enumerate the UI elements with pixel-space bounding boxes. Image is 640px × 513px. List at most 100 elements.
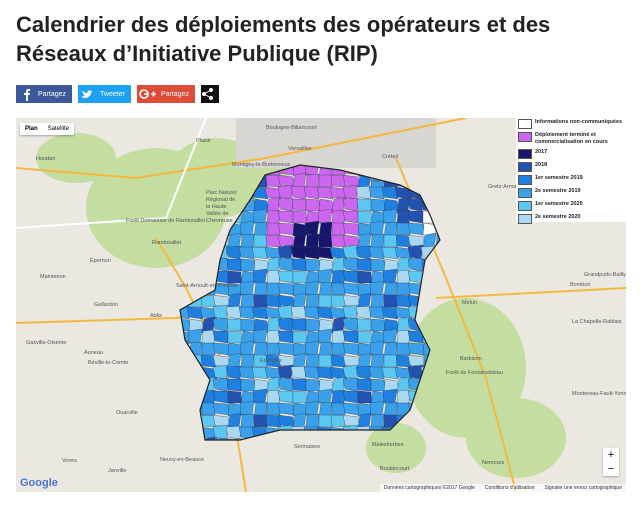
zoom-control: + − xyxy=(603,448,619,476)
place-label: Versailles xyxy=(288,146,312,152)
commune xyxy=(252,388,268,404)
commune xyxy=(238,306,255,320)
commune xyxy=(225,305,242,320)
commune xyxy=(370,378,386,392)
commune xyxy=(370,258,386,272)
commune xyxy=(227,390,243,404)
commune xyxy=(356,378,372,392)
commune xyxy=(370,318,386,332)
commune xyxy=(238,366,255,380)
commune xyxy=(318,354,333,368)
commune xyxy=(277,390,294,404)
commune xyxy=(381,246,399,260)
commune xyxy=(369,340,385,356)
legend-item: Informations non-communiquées xyxy=(518,119,624,129)
place-label: Auneau xyxy=(84,350,103,356)
place-label: Boulogne-Billancourt xyxy=(266,125,317,131)
commune xyxy=(357,210,373,224)
commune xyxy=(226,378,242,392)
commune xyxy=(253,401,268,418)
place-label: Grandpuits-Bailly-Carrois xyxy=(584,272,626,278)
commune xyxy=(383,234,398,248)
commune xyxy=(212,317,229,332)
commune xyxy=(317,208,333,224)
terms-link[interactable]: Conditions d'utilisation xyxy=(484,485,535,491)
commune xyxy=(266,282,281,296)
commune xyxy=(342,342,360,356)
commune xyxy=(318,174,333,188)
zoom-out[interactable]: − xyxy=(607,463,615,475)
button-label: Partagez xyxy=(38,90,67,98)
legend-swatch xyxy=(518,162,532,172)
commune xyxy=(370,293,385,309)
place-label: Houdan xyxy=(36,156,55,162)
commune xyxy=(342,184,359,200)
commune xyxy=(201,342,216,356)
share-button[interactable] xyxy=(200,85,219,103)
commune xyxy=(290,185,307,200)
commune xyxy=(212,402,230,416)
commune xyxy=(317,268,333,284)
commune xyxy=(382,208,398,224)
map[interactable]: Boulogne-Billancourt Versailles Plaisir Cré… xyxy=(16,118,626,492)
legend-label: 2e semestre 2020 xyxy=(535,214,581,220)
map-type-plan[interactable]: Plan xyxy=(25,126,38,132)
commune xyxy=(305,378,321,392)
commune xyxy=(212,342,230,356)
commune xyxy=(318,281,333,298)
share-icon xyxy=(201,88,213,100)
commune xyxy=(342,390,359,404)
commune xyxy=(355,305,372,320)
legend-swatch xyxy=(518,175,532,185)
place-label: Plaisir xyxy=(196,138,211,144)
commune xyxy=(407,244,424,260)
commune xyxy=(342,257,359,272)
commune xyxy=(383,221,398,238)
commune xyxy=(292,210,308,224)
commune xyxy=(277,342,295,356)
legend-item: 2e semestre 2020 xyxy=(518,214,624,224)
commune xyxy=(368,246,385,260)
commune xyxy=(357,390,373,404)
commune xyxy=(369,220,385,236)
commune xyxy=(239,280,255,296)
facebook-button[interactable]: Partagez xyxy=(16,85,73,103)
commune xyxy=(318,234,333,248)
google-plus-button[interactable]: Partagez xyxy=(136,85,195,103)
commune xyxy=(356,258,372,272)
commune xyxy=(396,342,411,356)
commune xyxy=(342,330,359,344)
commune xyxy=(407,257,424,272)
commune xyxy=(291,378,307,392)
button-label: Partagez xyxy=(160,90,189,98)
place-label: Nemours xyxy=(482,460,505,466)
commune xyxy=(240,353,255,369)
commune xyxy=(303,186,320,200)
commune xyxy=(305,258,321,272)
legend: Informations non-communiquées Déploiement… xyxy=(516,118,626,224)
commune xyxy=(240,318,256,332)
zoom-in[interactable]: + xyxy=(607,449,615,461)
commune xyxy=(240,378,256,392)
place-label: Béville-le-Comte xyxy=(88,360,128,366)
commune xyxy=(318,341,333,358)
commune xyxy=(277,377,294,392)
commune xyxy=(266,342,281,356)
google-logo: Google xyxy=(20,477,58,489)
commune xyxy=(240,293,255,309)
place-label: Ablis xyxy=(150,313,162,319)
commune xyxy=(239,400,255,416)
commune xyxy=(239,220,255,236)
map-data-credit: Données cartographiques ©2017 Google xyxy=(383,485,475,491)
map-type-satellite[interactable]: Satellite xyxy=(47,126,70,132)
twitter-button[interactable]: Tweeter xyxy=(78,85,131,103)
commune xyxy=(212,390,229,404)
commune xyxy=(370,198,386,212)
page-title: Calendrier des déploiements des opérateu… xyxy=(16,12,551,66)
commune xyxy=(342,270,359,284)
report-link[interactable]: Signaler une erreur cartographique xyxy=(544,485,622,491)
commune xyxy=(290,365,307,380)
commune xyxy=(277,282,295,296)
commune xyxy=(357,270,373,284)
commune xyxy=(355,185,372,200)
